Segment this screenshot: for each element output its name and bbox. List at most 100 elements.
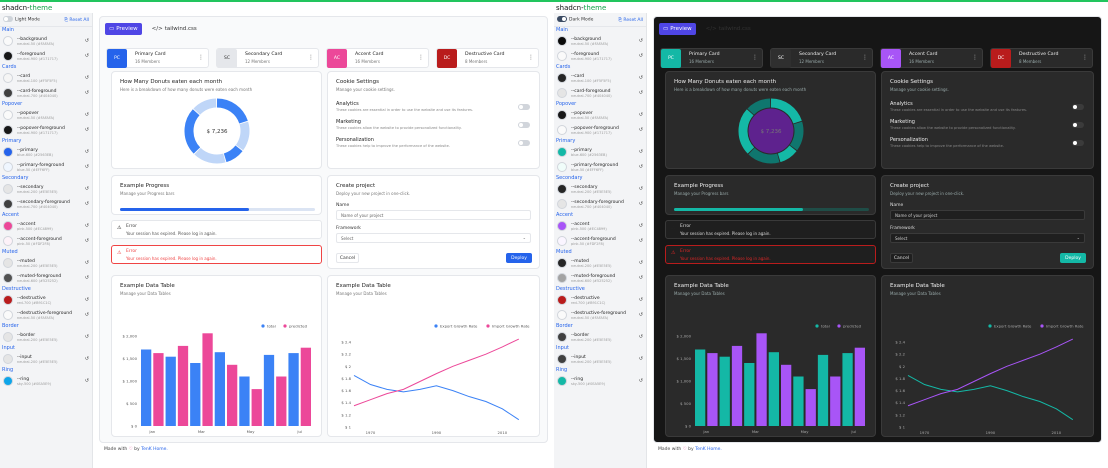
color-swatch[interactable] bbox=[3, 354, 13, 364]
token-row[interactable]: --popover neutral-50 (#FAFAFA) ↺ bbox=[0, 108, 92, 123]
cookie-toggle[interactable] bbox=[1072, 122, 1084, 128]
token-row[interactable]: --secondary neutral-200 (#E5E5E5) ↺ bbox=[0, 182, 92, 197]
reset-icon[interactable]: ↺ bbox=[84, 334, 89, 340]
color-swatch[interactable] bbox=[557, 354, 567, 364]
reset-icon[interactable]: ↺ bbox=[84, 53, 89, 59]
framework-select[interactable]: Select ⌄ bbox=[336, 233, 531, 243]
cancel-button[interactable]: Cancel bbox=[890, 253, 913, 263]
token-row[interactable]: --primary-foreground blue-50 (#EFF6FF) ↺ bbox=[0, 160, 92, 175]
token-row[interactable]: --accent-foreground pink-50 (#FDF2F8) ↺ bbox=[554, 234, 646, 249]
reset-all-button[interactable]: ⎘ Reset All bbox=[64, 17, 89, 23]
cookie-toggle[interactable] bbox=[518, 122, 530, 128]
reset-icon[interactable]: ↺ bbox=[638, 201, 643, 207]
color-swatch[interactable] bbox=[557, 199, 567, 209]
framework-select[interactable]: Select ⌄ bbox=[890, 233, 1085, 243]
tab-preview[interactable]: ▭ Preview bbox=[659, 23, 696, 35]
color-swatch[interactable] bbox=[557, 184, 567, 194]
color-swatch[interactable] bbox=[557, 236, 567, 246]
reset-icon[interactable]: ↺ bbox=[638, 112, 643, 118]
color-swatch[interactable] bbox=[557, 332, 567, 342]
token-row[interactable]: --accent pink-500 (#EC4899) ↺ bbox=[0, 219, 92, 234]
tab-tailwind-css[interactable]: </> tailwind.css bbox=[148, 23, 201, 35]
reset-icon[interactable]: ↺ bbox=[84, 127, 89, 133]
more-icon[interactable]: ⋮ bbox=[198, 54, 204, 61]
token-row[interactable]: --ring sky-500 (#0EA5E9) ↺ bbox=[554, 374, 646, 389]
summary-card[interactable]: PC Primary Card 16 Members ⋮ bbox=[660, 48, 763, 68]
summary-card[interactable]: DC Destructive Card 8 Members ⋮ bbox=[990, 48, 1093, 68]
color-swatch[interactable] bbox=[557, 36, 567, 46]
reset-icon[interactable]: ↺ bbox=[84, 223, 89, 229]
token-row[interactable]: --secondary-foreground neutral-700 (#4040… bbox=[0, 197, 92, 212]
reset-icon[interactable]: ↺ bbox=[84, 38, 89, 44]
token-row[interactable]: --secondary neutral-200 (#E5E5E5) ↺ bbox=[554, 182, 646, 197]
color-swatch[interactable] bbox=[557, 273, 567, 283]
color-swatch[interactable] bbox=[3, 147, 13, 157]
reset-icon[interactable]: ↺ bbox=[638, 334, 643, 340]
reset-icon[interactable]: ↺ bbox=[84, 75, 89, 81]
color-swatch[interactable] bbox=[3, 110, 13, 120]
token-row[interactable]: --card-foreground neutral-700 (#404040) ↺ bbox=[0, 86, 92, 101]
color-swatch[interactable] bbox=[557, 110, 567, 120]
reset-icon[interactable]: ↺ bbox=[84, 356, 89, 362]
reset-icon[interactable]: ↺ bbox=[638, 378, 643, 384]
token-row[interactable]: --input neutral-200 (#E5E5E5) ↺ bbox=[554, 352, 646, 367]
token-row[interactable]: --ring sky-500 (#0EA5E9) ↺ bbox=[0, 374, 92, 389]
tab-tailwind-css[interactable]: </> tailwind.css bbox=[702, 23, 755, 35]
reset-icon[interactable]: ↺ bbox=[638, 223, 643, 229]
more-icon[interactable]: ⋮ bbox=[862, 54, 868, 61]
color-swatch[interactable] bbox=[3, 273, 13, 283]
reset-icon[interactable]: ↺ bbox=[638, 186, 643, 192]
cookie-toggle[interactable] bbox=[1072, 104, 1084, 110]
reset-icon[interactable]: ↺ bbox=[638, 90, 643, 96]
reset-icon[interactable]: ↺ bbox=[638, 149, 643, 155]
token-row[interactable]: --border neutral-200 (#E5E5E5) ↺ bbox=[0, 330, 92, 345]
color-swatch[interactable] bbox=[557, 125, 567, 135]
color-swatch[interactable] bbox=[557, 51, 567, 61]
reset-icon[interactable]: ↺ bbox=[84, 149, 89, 155]
more-icon[interactable]: ⋮ bbox=[528, 54, 534, 61]
color-swatch[interactable] bbox=[3, 51, 13, 61]
more-icon[interactable]: ⋮ bbox=[418, 54, 424, 61]
reset-all-button[interactable]: ⎘ Reset All bbox=[618, 17, 643, 23]
color-swatch[interactable] bbox=[3, 125, 13, 135]
reset-icon[interactable]: ↺ bbox=[638, 260, 643, 266]
summary-card[interactable]: AC Accent Card 16 Members ⋮ bbox=[880, 48, 983, 68]
cookie-toggle[interactable] bbox=[518, 104, 530, 110]
color-swatch[interactable] bbox=[3, 258, 13, 268]
color-swatch[interactable] bbox=[557, 147, 567, 157]
summary-card[interactable]: PC Primary Card 16 Members ⋮ bbox=[106, 48, 209, 68]
token-row[interactable]: --popover-foreground neutral-900 (#171717… bbox=[0, 123, 92, 138]
token-row[interactable]: --input neutral-200 (#E5E5E5) ↺ bbox=[0, 352, 92, 367]
reset-icon[interactable]: ↺ bbox=[638, 275, 643, 281]
token-row[interactable]: --card-foreground neutral-700 (#404040) ↺ bbox=[554, 86, 646, 101]
more-icon[interactable]: ⋮ bbox=[1082, 54, 1088, 61]
color-swatch[interactable] bbox=[3, 376, 13, 386]
color-swatch[interactable] bbox=[3, 73, 13, 83]
token-row[interactable]: --primary-foreground blue-50 (#EFF6FF) ↺ bbox=[554, 160, 646, 175]
color-swatch[interactable] bbox=[3, 332, 13, 342]
color-swatch[interactable] bbox=[557, 258, 567, 268]
summary-card[interactable]: AC Accent Card 16 Members ⋮ bbox=[326, 48, 429, 68]
deploy-button[interactable]: Deploy bbox=[1060, 253, 1086, 263]
color-swatch[interactable] bbox=[3, 221, 13, 231]
more-icon[interactable]: ⋮ bbox=[752, 54, 758, 61]
color-swatch[interactable] bbox=[3, 295, 13, 305]
reset-icon[interactable]: ↺ bbox=[84, 112, 89, 118]
summary-card[interactable]: SC Secondary Card 12 Members ⋮ bbox=[216, 48, 319, 68]
reset-icon[interactable]: ↺ bbox=[638, 38, 643, 44]
token-row[interactable]: --accent pink-500 (#EC4899) ↺ bbox=[554, 219, 646, 234]
project-name-input[interactable]: Name of your project bbox=[890, 210, 1085, 220]
token-row[interactable]: --card neutral-100 (#F5F5F5) ↺ bbox=[0, 71, 92, 86]
token-row[interactable]: --accent-foreground pink-50 (#FDF2F8) ↺ bbox=[0, 234, 92, 249]
author-link[interactable]: TenK Home. bbox=[695, 447, 722, 452]
more-icon[interactable]: ⋮ bbox=[972, 54, 978, 61]
color-swatch[interactable] bbox=[3, 88, 13, 98]
color-swatch[interactable] bbox=[3, 310, 13, 320]
token-row[interactable]: --destructive red-700 (#B91C1C) ↺ bbox=[0, 293, 92, 308]
project-name-input[interactable]: Name of your project bbox=[336, 210, 531, 220]
reset-icon[interactable]: ↺ bbox=[84, 260, 89, 266]
color-swatch[interactable] bbox=[557, 162, 567, 172]
toggle-switch[interactable] bbox=[557, 16, 567, 23]
token-row[interactable]: --muted neutral-200 (#E5E5E5) ↺ bbox=[554, 256, 646, 271]
color-swatch[interactable] bbox=[557, 88, 567, 98]
